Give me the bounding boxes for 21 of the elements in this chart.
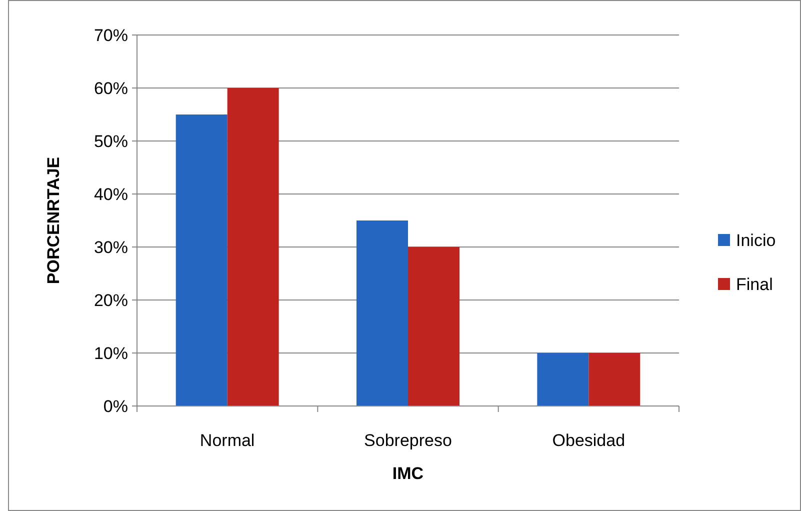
- bar: [588, 353, 640, 406]
- y-tick-label: 60%: [94, 78, 128, 98]
- y-tick-label: 20%: [94, 290, 128, 310]
- x-tick-label: Normal: [200, 430, 255, 450]
- y-tick-label: 50%: [94, 132, 128, 151]
- y-axis-title: PORCENRTAJE: [44, 156, 63, 284]
- bar: [356, 220, 408, 406]
- y-tick-label: 10%: [94, 344, 128, 363]
- legend-label: Inicio: [736, 230, 776, 250]
- y-tick-label: 0%: [103, 396, 128, 416]
- bar: [408, 247, 460, 406]
- legend-label: Final: [736, 274, 773, 294]
- x-tick-label: Sobrepreso: [364, 430, 452, 450]
- x-axis-title: IMC: [392, 464, 424, 483]
- bar: [537, 353, 589, 406]
- y-tick-label: 40%: [94, 184, 128, 204]
- bar: [227, 88, 279, 406]
- y-tick-label: 30%: [94, 238, 128, 257]
- x-tick-label: Obesidad: [552, 430, 626, 450]
- y-tick-label: 70%: [94, 26, 128, 45]
- bar: [176, 114, 228, 406]
